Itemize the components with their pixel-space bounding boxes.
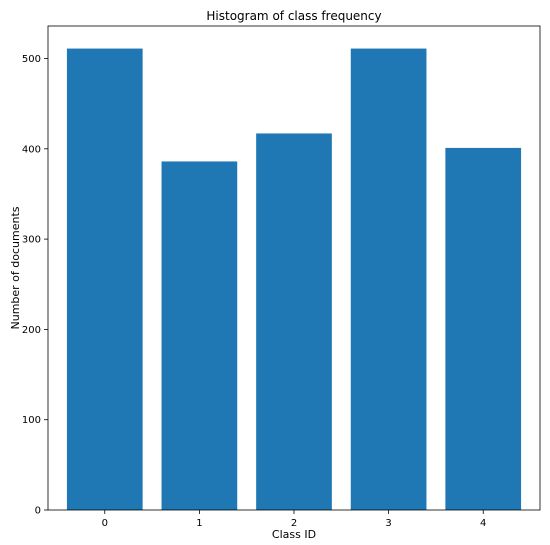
bar-1 [161, 161, 238, 510]
y-tick-label: 300 [22, 235, 41, 246]
x-tick-label: 1 [196, 518, 202, 529]
x-tick-label: 3 [385, 518, 391, 529]
y-tick-label: 100 [22, 415, 41, 426]
y-tick-label: 200 [22, 325, 41, 336]
bar-3 [350, 48, 427, 511]
x-tick-label: 4 [480, 518, 486, 529]
y-tick-label: 0 [35, 506, 41, 517]
plot-area: 0 100 200 300 400 500 0 1 2 3 4 [22, 25, 541, 529]
y-tick-label: 500 [22, 54, 41, 65]
y-tick-label: 400 [22, 144, 41, 155]
y-axis-label: Number of documents [9, 206, 22, 329]
bar-4 [445, 147, 522, 510]
bar-0 [66, 48, 143, 511]
x-tick-label: 2 [291, 518, 297, 529]
bar-2 [256, 133, 332, 510]
x-axis-label: Class ID [272, 528, 316, 541]
chart-title: Histogram of class frequency [206, 9, 381, 23]
x-tick-label: 0 [102, 518, 108, 529]
